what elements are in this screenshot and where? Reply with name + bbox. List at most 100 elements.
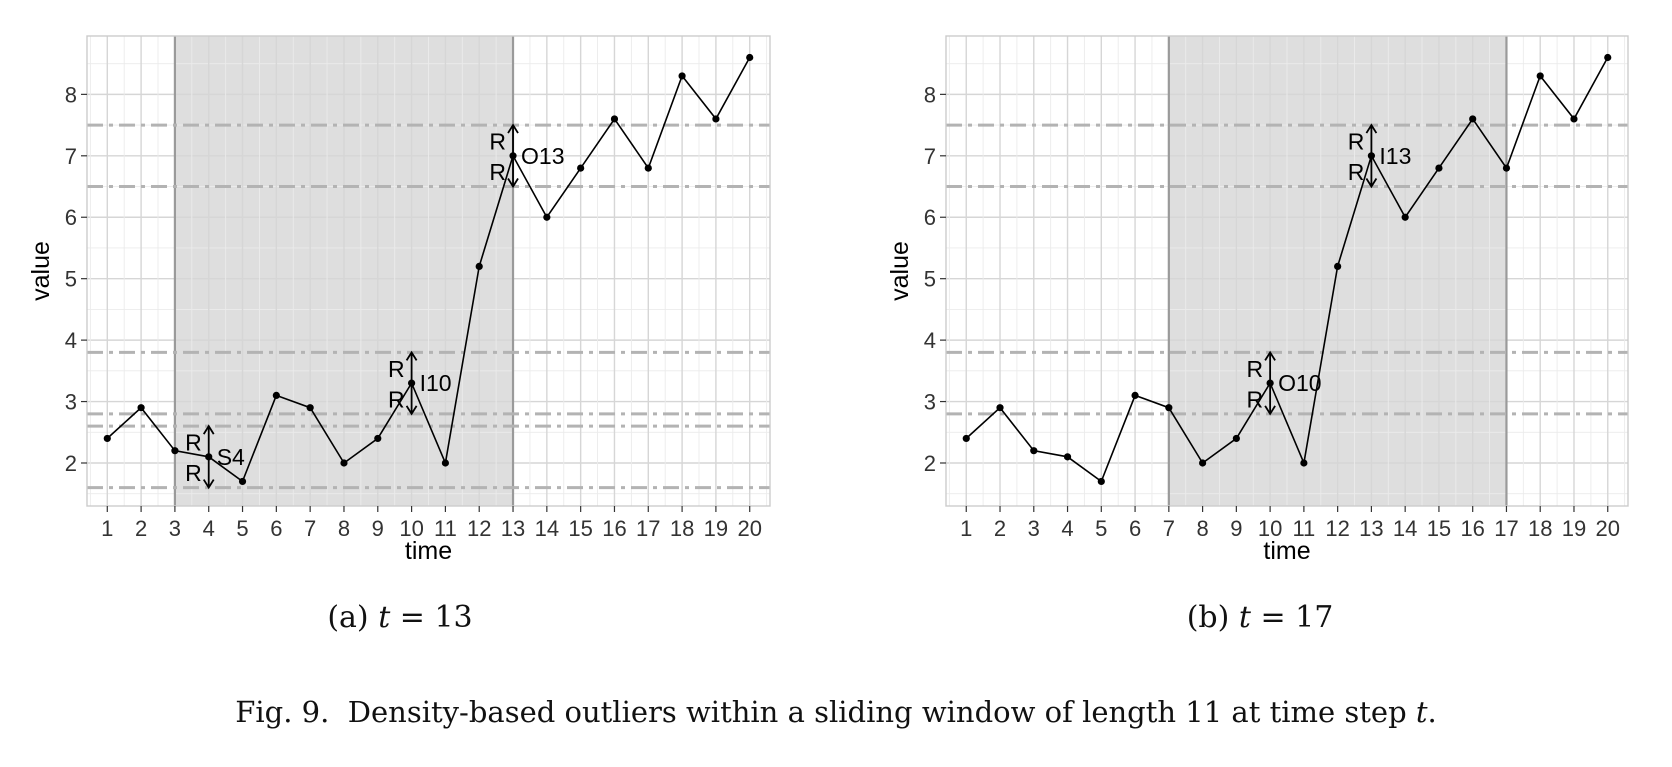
x-tick-label: 9 [1230,516,1242,541]
x-axis-label: time [405,537,452,565]
data-point [340,459,348,467]
point-label: S4 [217,444,245,470]
data-point [1097,477,1105,486]
y-tick-label: 2 [65,451,77,476]
radius-label: R [388,356,405,382]
data-point [1300,459,1308,467]
x-tick-label: 8 [1196,516,1208,541]
radius-label: R [1348,159,1365,185]
x-tick-label: 8 [338,516,350,541]
y-tick-label: 2 [924,451,936,476]
data-point [746,53,754,62]
arrowhead-down [1264,405,1276,416]
data-point [1536,72,1544,80]
y-tick-label: 8 [924,82,936,107]
x-tick-label: 16 [602,516,626,541]
data-point [137,404,145,412]
data-point [475,262,483,270]
radius-label: R [1246,386,1263,412]
x-tick-label: 14 [1393,516,1417,541]
series-line [965,57,1609,483]
x-tick-label: 3 [169,516,181,541]
data-point [1570,115,1578,123]
data-point [1401,213,1409,221]
x-tick-label: 16 [1460,516,1484,541]
x-tick-label: 20 [737,516,761,541]
y-tick-label: 5 [924,267,936,292]
data-point [962,434,970,443]
x-tick-label: 2 [135,516,147,541]
x-tick-label: 13 [1359,516,1383,541]
x-axis-label: time [1263,537,1310,565]
panel-border [86,35,771,507]
radius-label: R [185,460,202,486]
x-tick-label: 5 [236,516,248,541]
x-tick-label: 19 [1562,516,1586,541]
data-point [238,477,247,486]
x-tick-label: 1 [101,516,113,541]
y-tick-label: 6 [924,205,936,230]
x-tick-label: 11 [434,516,457,541]
arrowhead-up [405,350,418,361]
data-point [1334,262,1342,270]
x-tick-label: 7 [304,516,316,541]
data-point [610,115,619,123]
y-axis-label: value [886,241,914,301]
x-tick-label: 20 [1596,516,1620,541]
x-tick-label: 10 [1258,516,1282,541]
x-tick-label: 18 [1528,516,1552,541]
point-label: I13 [1379,143,1411,169]
y-axis-label: value [27,241,55,301]
data-point [1604,53,1612,62]
panel-border [945,35,1629,507]
x-tick-label: 10 [399,516,423,541]
x-tick-label: 2 [994,516,1006,541]
radius-label: R [185,429,202,455]
data-point [1435,164,1443,172]
x-tick-label: 7 [1163,516,1175,541]
data-point [1502,164,1511,172]
data-point [441,459,450,467]
x-tick-label: 6 [270,516,282,541]
radius-label: R [1348,128,1365,154]
x-tick-label: 12 [1325,516,1349,541]
data-point [103,434,111,443]
x-tick-label: 9 [372,516,384,541]
x-tick-label: 15 [568,516,592,541]
x-tick-label: 13 [501,516,525,541]
x-tick-label: 14 [535,516,559,541]
series-line [106,57,751,483]
data-point [1232,434,1240,443]
x-tick-label: 4 [1061,516,1073,541]
point-label: O10 [1278,370,1321,396]
data-point [678,72,686,80]
data-point [1063,453,1072,461]
data-point [644,164,652,172]
arrowhead-up [507,123,519,134]
x-tick-label: 4 [203,516,215,541]
data-point [272,391,280,400]
data-point [171,447,179,455]
y-tick-label: 3 [65,390,77,415]
x-tick-label: 18 [670,516,694,541]
x-tick-label: 17 [636,516,660,541]
arrowhead-down [507,178,519,189]
y-tick-label: 4 [65,328,77,353]
point-label: O13 [521,143,564,169]
x-tick-label: 5 [1095,516,1107,541]
arrowhead-up [202,424,215,435]
x-tick-label: 1 [960,516,972,541]
data-point [1030,447,1038,455]
arrowhead-up [1264,350,1276,361]
data-point [577,164,585,172]
x-tick-label: 17 [1494,516,1518,541]
y-tick-label: 6 [65,205,77,230]
data-point [1165,404,1173,412]
radius-label: R [489,128,506,154]
x-tick-label: 12 [467,516,491,541]
arrowhead-down [405,405,418,416]
arrowhead-down [1365,178,1378,189]
